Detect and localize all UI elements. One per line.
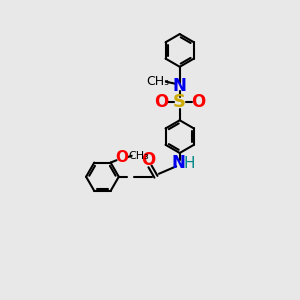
Text: N: N	[173, 77, 187, 95]
Text: O: O	[141, 152, 156, 169]
Text: CH₃: CH₃	[146, 75, 169, 88]
Text: S: S	[173, 93, 186, 111]
Text: O: O	[191, 93, 205, 111]
Text: O: O	[116, 150, 128, 165]
Text: N: N	[171, 154, 185, 172]
Text: CH₃: CH₃	[128, 151, 148, 161]
Text: O: O	[154, 93, 168, 111]
Text: H: H	[184, 156, 195, 171]
